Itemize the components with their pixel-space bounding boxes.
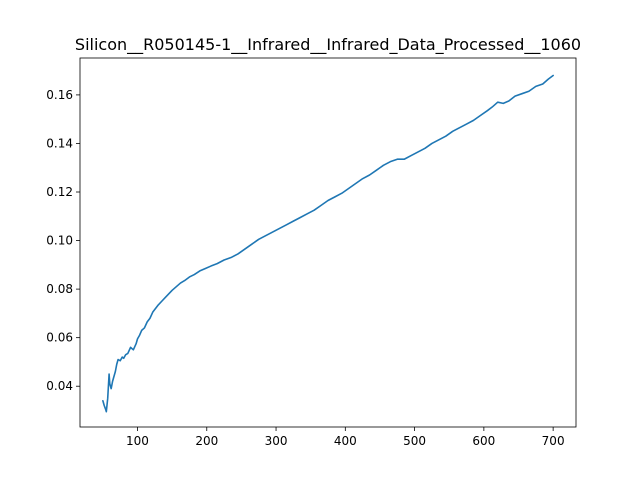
y-tick-label: 0.12 <box>46 185 73 199</box>
chart-title: Silicon__R050145-1__Infrared__Infrared_D… <box>75 35 581 55</box>
y-tick-label: 0.06 <box>46 331 73 345</box>
x-axis: 100 200 300 400 500 600 700 <box>126 427 565 448</box>
y-tick-label: 0.10 <box>46 234 73 248</box>
x-tick-label: 400 <box>334 434 357 448</box>
y-tick-label: 0.08 <box>46 282 73 296</box>
x-tick-label: 600 <box>472 434 495 448</box>
x-tick-label: 500 <box>403 434 426 448</box>
axes-frame <box>79 57 577 428</box>
x-tick-label: 700 <box>542 434 565 448</box>
y-tick-label: 0.14 <box>46 136 73 150</box>
x-tick-label: 100 <box>126 434 149 448</box>
y-axis: 0.04 0.06 0.08 0.10 0.12 0.14 0.16 <box>46 88 80 393</box>
x-tick-label: 300 <box>265 434 288 448</box>
plot-area <box>102 74 554 413</box>
y-tick-label: 0.04 <box>46 379 73 393</box>
y-tick-label: 0.16 <box>46 88 73 102</box>
x-tick-label: 200 <box>195 434 218 448</box>
series-line-0 <box>102 74 554 413</box>
